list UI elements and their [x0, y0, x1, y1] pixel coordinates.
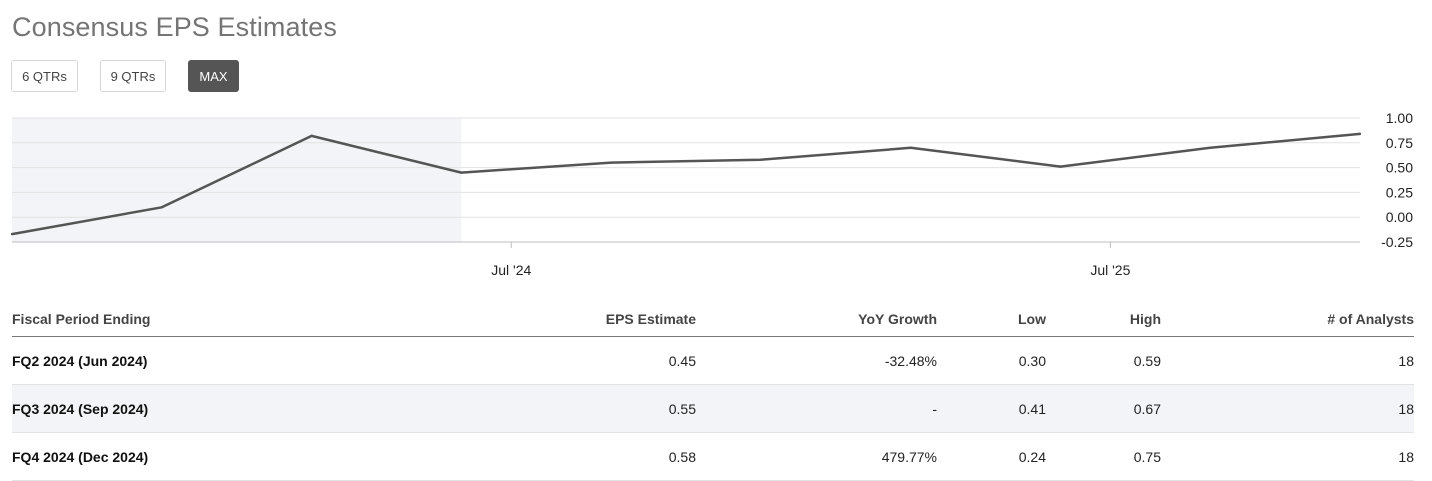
y-tick-label: 0.00 [1386, 209, 1413, 225]
cell-analysts: 18 [1161, 432, 1414, 481]
range-max-button[interactable]: MAX [188, 60, 239, 92]
cell-high: 0.67 [1046, 384, 1161, 433]
table-row: FQ4 2024 (Dec 2024) 0.58 479.77% 0.24 0.… [12, 432, 1414, 481]
eps-line-chart: 1.00 0.75 0.50 0.25 0.00 -0.25 Jul '24 Jul '25 [10, 110, 1413, 278]
x-tick-label: Jul '25 [1090, 262, 1130, 278]
cell-fiscal-period: FQ3 2024 (Sep 2024) [12, 384, 442, 433]
cell-analysts: 18 [1161, 384, 1414, 433]
eps-data-point [10, 232, 14, 236]
range-6-qtrs-button[interactable]: 6 QTRs [11, 60, 78, 92]
eps-data-point [160, 206, 163, 209]
cell-eps-estimate: 0.45 [442, 336, 696, 385]
cell-yoy-growth: - [696, 384, 937, 433]
table-header-row: Fiscal Period Ending EPS Estimate YoY Gr… [12, 302, 1414, 337]
header-low: Low [937, 302, 1046, 337]
cell-fiscal-period: FQ2 2024 (Jun 2024) [12, 336, 442, 385]
eps-data-point [1059, 165, 1062, 168]
cell-fiscal-period: FQ4 2024 (Dec 2024) [12, 432, 442, 481]
page-title: Consensus EPS Estimates [12, 12, 337, 42]
eps-data-point [759, 158, 763, 161]
cell-analysts: 18 [1161, 336, 1414, 385]
range-9-qtrs-button[interactable]: 9 QTRs [100, 60, 166, 92]
header-analysts: # of Analysts [1161, 302, 1414, 337]
cell-low: 0.41 [937, 384, 1046, 433]
cell-eps-estimate: 0.58 [442, 432, 696, 481]
cell-high: 0.75 [1046, 432, 1161, 481]
cell-yoy-growth: 479.77% [696, 432, 937, 481]
eps-estimates-table: Fiscal Period Ending EPS Estimate YoY Gr… [12, 302, 1414, 481]
cell-high: 0.59 [1046, 336, 1161, 385]
cell-low: 0.24 [937, 432, 1046, 481]
cell-eps-estimate: 0.55 [442, 384, 696, 433]
header-high: High [1046, 302, 1161, 337]
header-fiscal-period: Fiscal Period Ending [12, 302, 442, 337]
table-row: FQ2 2024 (Jun 2024) 0.45 -32.48% 0.30 0.… [12, 336, 1414, 385]
y-tick-label: 0.75 [1386, 135, 1413, 151]
cell-low: 0.30 [937, 336, 1046, 385]
eps-data-point [909, 146, 912, 149]
header-eps-estimate: EPS Estimate [442, 302, 696, 337]
y-tick-label: 0.25 [1386, 184, 1413, 200]
eps-series-line [11, 132, 1361, 236]
eps-data-point [1358, 132, 1362, 136]
historical-shade [12, 118, 462, 242]
eps-data-point [460, 171, 463, 174]
table-row: FQ3 2024 (Sep 2024) 0.55 - 0.41 0.67 18 [12, 384, 1414, 433]
x-tick-label: Jul '24 [491, 262, 531, 278]
eps-data-point [310, 134, 313, 138]
header-yoy-growth: YoY Growth [696, 302, 937, 337]
y-tick-label: 1.00 [1386, 110, 1413, 126]
eps-data-point [609, 161, 613, 164]
y-tick-label: 0.50 [1386, 160, 1413, 176]
eps-data-point [1209, 146, 1212, 149]
y-tick-label: -0.25 [1381, 234, 1413, 250]
cell-yoy-growth: -32.48% [696, 336, 937, 385]
